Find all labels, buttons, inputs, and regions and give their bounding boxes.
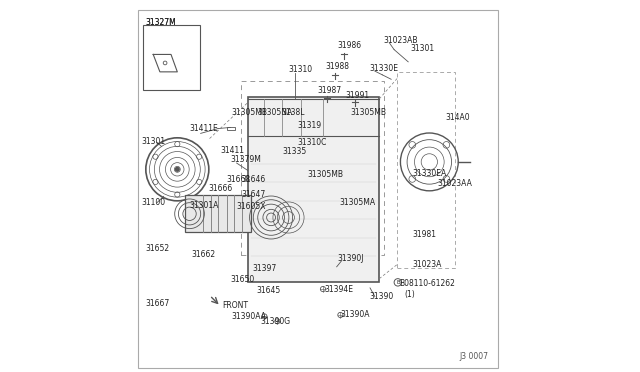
Text: 31668: 31668 (227, 175, 251, 184)
Text: 314A0: 314A0 (445, 113, 470, 122)
Text: B08110-61262: B08110-61262 (400, 279, 456, 288)
Text: 31991: 31991 (345, 91, 369, 100)
Text: 31411: 31411 (221, 146, 244, 155)
Text: 31305MA: 31305MA (339, 198, 376, 207)
Text: 31305NA: 31305NA (258, 108, 293, 117)
Text: 31981: 31981 (412, 230, 436, 240)
Bar (185, 195, 252, 232)
Text: 31319: 31319 (297, 122, 321, 131)
Text: FRONT: FRONT (222, 301, 248, 310)
Text: 31305MB: 31305MB (350, 108, 387, 117)
Text: 31650: 31650 (230, 275, 255, 284)
Text: 31646: 31646 (241, 175, 266, 184)
Text: (1): (1) (404, 290, 415, 299)
Text: 31330E: 31330E (369, 64, 398, 73)
Text: 31390G: 31390G (260, 317, 290, 326)
Bar (248, 97, 380, 282)
Bar (143, 25, 200, 90)
Bar (227, 127, 235, 131)
Text: 31301A: 31301A (189, 201, 219, 210)
Text: 31327M: 31327M (146, 19, 177, 28)
Text: 31666: 31666 (208, 185, 232, 193)
Text: 31330EA: 31330EA (412, 169, 446, 177)
Text: 31397: 31397 (253, 264, 276, 273)
Text: 31394E: 31394E (324, 285, 353, 294)
Text: 31301: 31301 (141, 137, 166, 146)
Text: 31327M: 31327M (146, 19, 177, 28)
Text: 31987: 31987 (317, 86, 341, 95)
Text: 31390J: 31390J (338, 254, 364, 263)
Text: 31390AA: 31390AA (232, 312, 267, 321)
Text: 31100: 31100 (141, 198, 166, 207)
Circle shape (175, 167, 179, 171)
Text: 3138L: 3138L (281, 108, 305, 117)
Text: 31335: 31335 (282, 147, 307, 156)
Text: 31652: 31652 (146, 244, 170, 253)
Text: 31023AB: 31023AB (384, 36, 419, 45)
Text: 31667: 31667 (146, 299, 170, 308)
Text: 31379M: 31379M (230, 155, 261, 164)
Text: 31310C: 31310C (297, 138, 326, 147)
Text: 31023A: 31023A (412, 260, 442, 269)
Bar (397, 72, 454, 268)
Text: J3 0007: J3 0007 (459, 352, 488, 361)
Text: 31305MB: 31305MB (307, 170, 343, 179)
Text: 31390: 31390 (369, 292, 393, 301)
Text: 31647: 31647 (241, 190, 266, 199)
Text: 31305MB: 31305MB (232, 108, 268, 117)
Text: 31662: 31662 (191, 250, 215, 259)
Bar (241, 81, 384, 254)
Text: B: B (396, 280, 399, 285)
Text: 31023AA: 31023AA (438, 179, 473, 187)
Text: 31411E: 31411E (189, 124, 218, 133)
Text: 31310: 31310 (289, 65, 312, 74)
Text: 31645: 31645 (256, 286, 280, 295)
Text: 31605X: 31605X (237, 202, 266, 211)
Text: 31988: 31988 (326, 62, 349, 71)
Text: 31390A: 31390A (340, 311, 370, 320)
Text: 31301: 31301 (411, 44, 435, 52)
Text: 31986: 31986 (338, 41, 362, 51)
